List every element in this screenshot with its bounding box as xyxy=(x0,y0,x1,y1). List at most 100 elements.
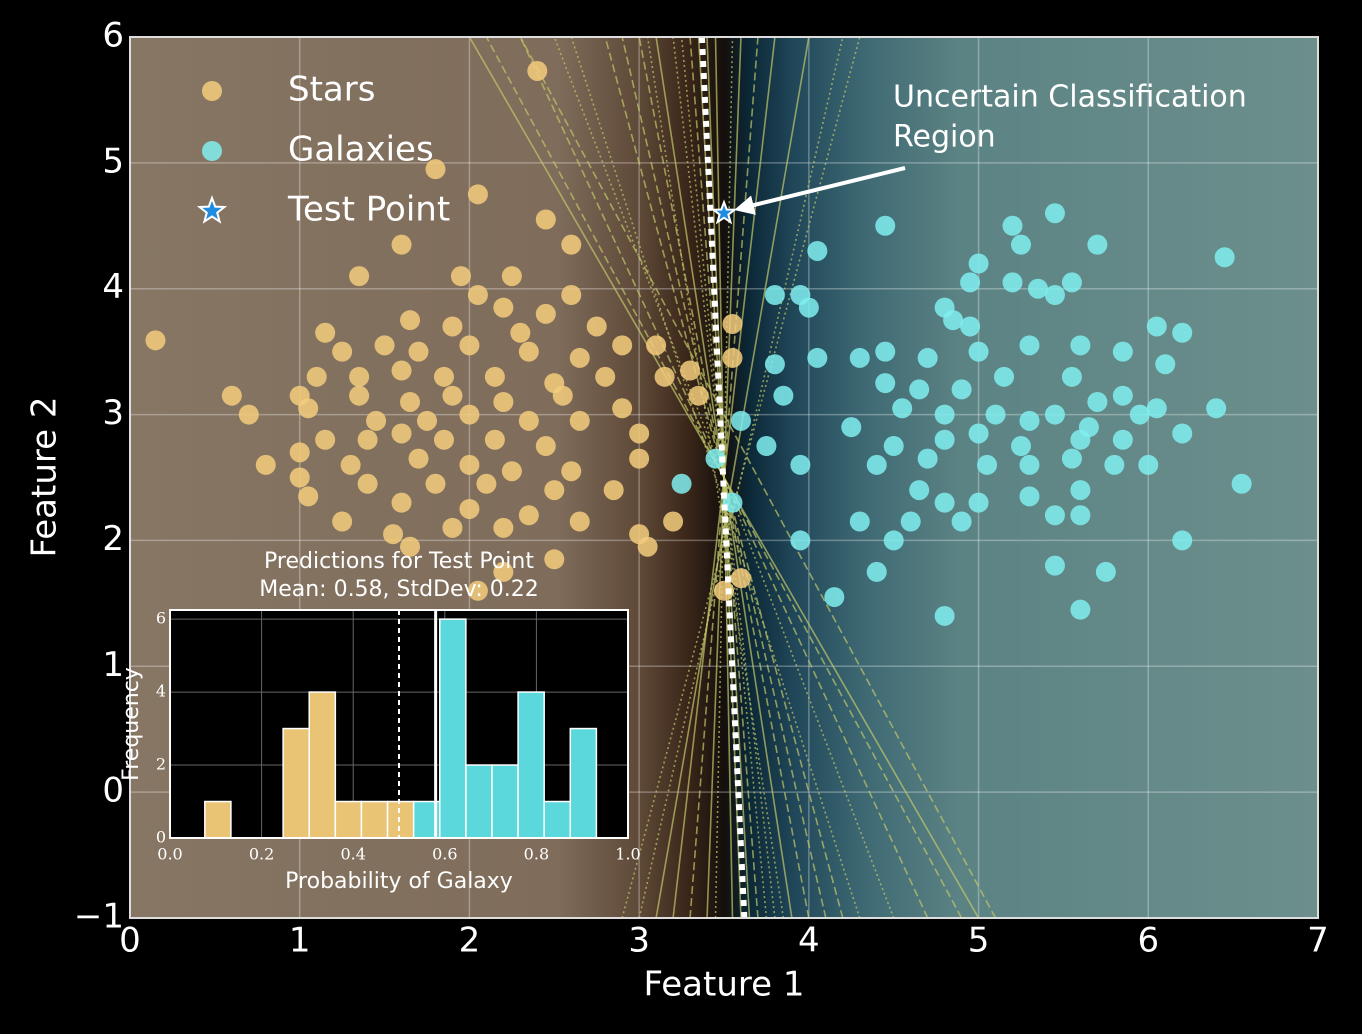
scatter-point xyxy=(357,473,378,494)
scatter-point xyxy=(1019,410,1040,431)
scatter-point xyxy=(968,423,989,444)
legend-marker xyxy=(202,81,222,101)
ensemble-boundary xyxy=(553,36,895,919)
scatter-point xyxy=(909,379,930,400)
scatter-point xyxy=(1112,429,1133,450)
legend-marker xyxy=(196,195,228,224)
ensemble-boundary xyxy=(689,36,759,919)
inset-y-tick-label: 0 xyxy=(156,828,166,847)
scatter-point xyxy=(1019,454,1040,475)
scatter-point xyxy=(501,266,522,287)
scatter-point xyxy=(1146,316,1167,337)
scatter-point xyxy=(951,379,972,400)
plot-frame xyxy=(129,36,1319,919)
legend-label: Galaxies xyxy=(288,130,434,170)
scatter-point xyxy=(875,341,896,362)
histogram-bar xyxy=(465,764,493,839)
scatter-point xyxy=(518,505,539,526)
y-tick-label: 5 xyxy=(102,141,124,181)
scatter-point xyxy=(756,436,777,457)
x-tick-label: 4 xyxy=(798,921,820,961)
scatter-point xyxy=(705,448,726,469)
scatter-point xyxy=(1027,278,1048,299)
inset-x-tick-label: 0.8 xyxy=(524,845,549,864)
scatter-point xyxy=(1070,599,1091,620)
scatter-point xyxy=(798,297,819,318)
scatter-point xyxy=(764,354,785,375)
scatter-point xyxy=(875,373,896,394)
scatter-point xyxy=(714,580,734,601)
scatter-point xyxy=(1112,385,1133,406)
inset-x-tick-label: 0.0 xyxy=(157,845,182,864)
inset-x-label: Probability of Galaxy xyxy=(285,869,513,894)
scatter-point xyxy=(722,347,743,368)
scatter-point xyxy=(391,492,412,513)
scatter-point xyxy=(1070,505,1091,526)
scatter-point xyxy=(960,316,981,337)
scatter-point xyxy=(535,436,556,457)
scatter-point xyxy=(730,568,751,589)
scatter-point xyxy=(442,316,463,337)
scatter-point xyxy=(332,511,353,532)
inset-x-tick-label: 0.2 xyxy=(249,845,274,864)
legend-marker xyxy=(202,141,222,161)
scatter-point xyxy=(1019,486,1040,507)
scatter-point xyxy=(1044,285,1065,306)
scatter-point xyxy=(374,335,395,356)
scatter-point xyxy=(306,366,327,387)
scatter-point xyxy=(391,423,412,444)
scatter-point xyxy=(646,335,667,356)
scatter-point xyxy=(994,366,1015,387)
scatter-point xyxy=(790,530,811,551)
scatter-point xyxy=(1061,366,1082,387)
scatter-point xyxy=(340,454,361,475)
scatter-point xyxy=(1011,436,1031,457)
scatter-point xyxy=(1172,322,1193,343)
inset-x-tick-label: 0.6 xyxy=(432,845,457,864)
scatter-point xyxy=(849,347,870,368)
y-tick-label: 4 xyxy=(102,267,124,307)
histogram-bar xyxy=(334,800,363,839)
scatter-point xyxy=(934,492,955,513)
scatter-point xyxy=(943,310,964,331)
x-tick-label: 2 xyxy=(459,921,481,961)
scatter-point xyxy=(586,316,607,337)
ensemble-boundary xyxy=(646,36,785,919)
scatter-point xyxy=(1104,454,1125,475)
scatter-point xyxy=(1070,480,1091,501)
scatter-point xyxy=(1070,429,1091,450)
scatter-point xyxy=(849,511,870,532)
x-tick-label: 1 xyxy=(289,921,311,961)
scatter-point xyxy=(671,473,692,494)
inset-histogram: 0.0 0.2 0.4 0.6 0.8 1.0 0 2 4 6 Predictions for Te… xyxy=(119,549,641,894)
histogram-bar xyxy=(569,727,598,839)
scatter-point xyxy=(510,322,531,343)
inset-title: Predictions for Test Point xyxy=(264,549,534,574)
scatter-point xyxy=(145,330,166,351)
ensemble-boundary xyxy=(638,36,844,919)
scatter-point xyxy=(900,511,921,532)
ensemble-boundary xyxy=(621,36,861,919)
scatter-point xyxy=(934,605,955,626)
scatter-point xyxy=(569,511,590,532)
legend-label: Test Point xyxy=(287,190,450,230)
test-point xyxy=(710,199,738,225)
ensemble-boundary xyxy=(519,36,997,919)
scatter-point xyxy=(433,366,454,387)
scatter-point xyxy=(1206,398,1227,419)
inset-y-label: Frequency xyxy=(119,667,144,781)
scatter-point xyxy=(1214,247,1235,268)
scatter-point xyxy=(917,347,938,368)
scatter-point xyxy=(883,530,904,551)
scatter-point xyxy=(467,285,488,306)
ensemble-boundary xyxy=(689,36,759,919)
scatter-point xyxy=(680,360,701,381)
scatter-point xyxy=(1087,391,1108,412)
scatter-point xyxy=(349,385,370,406)
scatter-point xyxy=(722,313,743,334)
scatter-point xyxy=(663,511,684,532)
scatter-point xyxy=(1172,530,1193,551)
scatter-point xyxy=(569,347,590,368)
scatter-point xyxy=(484,366,505,387)
